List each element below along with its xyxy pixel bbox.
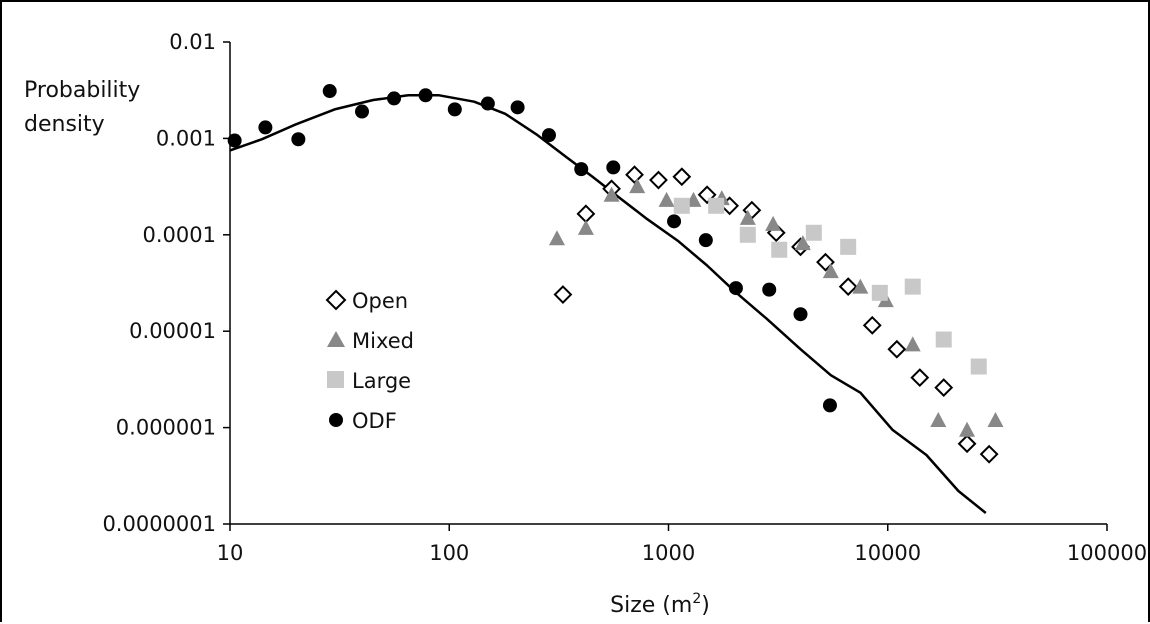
legend-item-mixed: Mixed: [327, 329, 414, 353]
y-tick-label: 0.0000001: [102, 512, 216, 536]
point-open: [979, 444, 999, 464]
point-odf: [227, 133, 242, 148]
y-axis-title-line1: Probability: [24, 78, 140, 103]
points-group: [227, 84, 1004, 464]
point-odf: [258, 120, 273, 135]
legend-label-open: Open: [352, 289, 408, 313]
x-tick-label: 100000: [1067, 541, 1147, 565]
point-open: [838, 277, 858, 297]
legend-item-open: Open: [325, 289, 408, 313]
point-odf: [510, 100, 525, 115]
point-mixed: [629, 178, 646, 194]
point-large: [871, 284, 888, 301]
point-mixed: [739, 209, 756, 225]
point-mixed: [930, 411, 947, 427]
y-tick-label: 0.000001: [116, 416, 216, 440]
point-open: [576, 204, 596, 224]
point-mixed: [794, 235, 811, 251]
axes: 0.010.0010.00010.000010.0000010.00000011…: [102, 30, 1147, 565]
x-tick-label: 1000: [642, 541, 695, 565]
legend-label-mixed: Mixed: [352, 329, 414, 353]
point-mixed: [959, 421, 976, 437]
point-large: [935, 331, 952, 348]
point-odf: [387, 91, 402, 106]
legend-marker-large: [327, 371, 344, 388]
point-large: [904, 278, 921, 295]
point-open: [625, 165, 644, 185]
point-mixed: [852, 278, 869, 294]
x-axis-title-sup: 2: [692, 591, 701, 607]
point-open: [957, 434, 977, 454]
point-odf: [698, 233, 713, 248]
x-tick-label: 10: [217, 541, 244, 565]
point-open: [934, 378, 954, 398]
legend: Open Mixed Large ODF: [325, 289, 414, 433]
point-open: [672, 167, 692, 187]
x-axis-title-close: ): [701, 593, 710, 618]
point-mixed: [548, 230, 565, 246]
y-tick-label: 0.0001: [143, 223, 216, 247]
point-odf: [762, 282, 777, 297]
fit-line: [229, 94, 987, 514]
point-open: [553, 285, 573, 304]
point-mixed: [765, 215, 782, 231]
legend-marker-odf: [329, 413, 343, 427]
x-axis-title: Size (m2): [610, 591, 710, 618]
point-odf: [574, 162, 589, 177]
point-large: [771, 241, 788, 258]
point-mixed: [822, 263, 839, 279]
point-odf: [355, 104, 370, 119]
point-mixed: [987, 411, 1004, 427]
point-large: [805, 224, 822, 241]
point-open: [887, 339, 907, 359]
y-tick-label: 0.01: [169, 30, 216, 54]
y-tick-label: 0.00001: [129, 319, 216, 343]
point-large: [739, 226, 756, 243]
point-large: [673, 197, 690, 214]
point-odf: [291, 132, 306, 147]
point-odf: [447, 102, 462, 117]
x-tick-label: 10000: [854, 541, 921, 565]
point-mixed: [658, 191, 675, 207]
point-open: [697, 185, 717, 205]
point-open: [816, 252, 835, 272]
legend-marker-mixed: [327, 331, 345, 347]
x-tick-label: 100: [429, 541, 469, 565]
point-mixed: [904, 336, 921, 352]
point-open: [910, 368, 930, 388]
legend-label-large: Large: [352, 369, 411, 393]
y-axis-title-line2: density: [24, 112, 105, 137]
legend-marker-open: [325, 289, 347, 311]
point-odf: [541, 128, 556, 143]
point-open: [862, 315, 882, 335]
fit-line-group: [229, 94, 987, 514]
legend-item-odf: ODF: [329, 409, 397, 433]
point-large: [970, 358, 987, 375]
point-odf: [793, 307, 808, 322]
point-mixed: [577, 219, 594, 235]
point-odf: [418, 88, 433, 103]
point-odf: [480, 96, 495, 111]
point-odf: [606, 160, 621, 175]
point-odf: [667, 214, 682, 229]
point-odf: [322, 84, 337, 99]
y-tick-label: 0.001: [156, 126, 216, 150]
point-odf: [728, 281, 743, 296]
x-axis-title-text: Size (m: [610, 593, 692, 618]
point-odf: [822, 398, 837, 413]
legend-label-odf: ODF: [352, 409, 397, 433]
point-mixed: [603, 186, 620, 202]
legend-item-large: Large: [327, 369, 411, 393]
point-open: [649, 170, 668, 190]
point-large: [708, 197, 725, 214]
point-large: [840, 238, 857, 255]
